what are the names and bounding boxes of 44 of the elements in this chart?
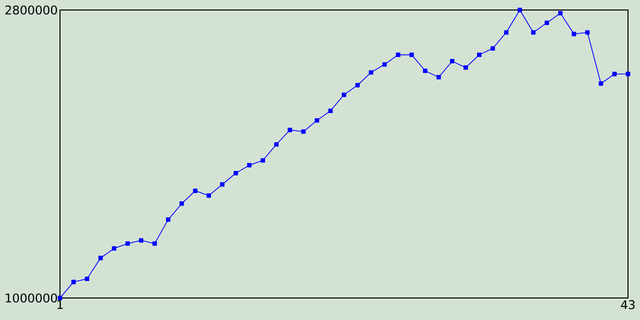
point	[314, 118, 320, 123]
x-tick-label: 1	[58, 300, 63, 309]
point	[504, 30, 508, 35]
point	[260, 158, 266, 163]
point	[342, 92, 346, 97]
point	[125, 241, 130, 246]
point	[368, 70, 374, 75]
point	[84, 276, 90, 281]
point	[544, 20, 550, 25]
point	[531, 30, 536, 35]
point	[247, 163, 252, 168]
point	[138, 238, 144, 243]
point	[234, 171, 238, 176]
point	[274, 142, 279, 147]
point	[450, 59, 454, 64]
point	[585, 30, 590, 35]
point	[477, 52, 482, 57]
point	[328, 108, 333, 113]
point	[220, 182, 224, 187]
point	[558, 11, 563, 16]
point	[518, 8, 522, 12]
point	[572, 32, 576, 36]
point	[206, 193, 211, 198]
point	[301, 129, 306, 134]
point	[422, 68, 428, 73]
x-tick-label: 43	[620, 300, 635, 310]
y-tick-label: 2800000	[5, 5, 57, 15]
point	[112, 246, 116, 251]
point	[382, 62, 387, 67]
point	[193, 188, 198, 193]
point	[598, 81, 604, 86]
line-series	[58, 8, 630, 300]
point	[152, 241, 157, 246]
point	[98, 256, 103, 260]
point	[409, 52, 414, 57]
point	[436, 75, 441, 80]
point	[396, 52, 400, 57]
point	[288, 128, 292, 132]
y-tick-label: 1000000	[6, 293, 57, 303]
point	[490, 46, 495, 51]
point	[166, 217, 170, 222]
point	[464, 65, 468, 70]
point	[180, 201, 184, 206]
point	[355, 83, 360, 88]
